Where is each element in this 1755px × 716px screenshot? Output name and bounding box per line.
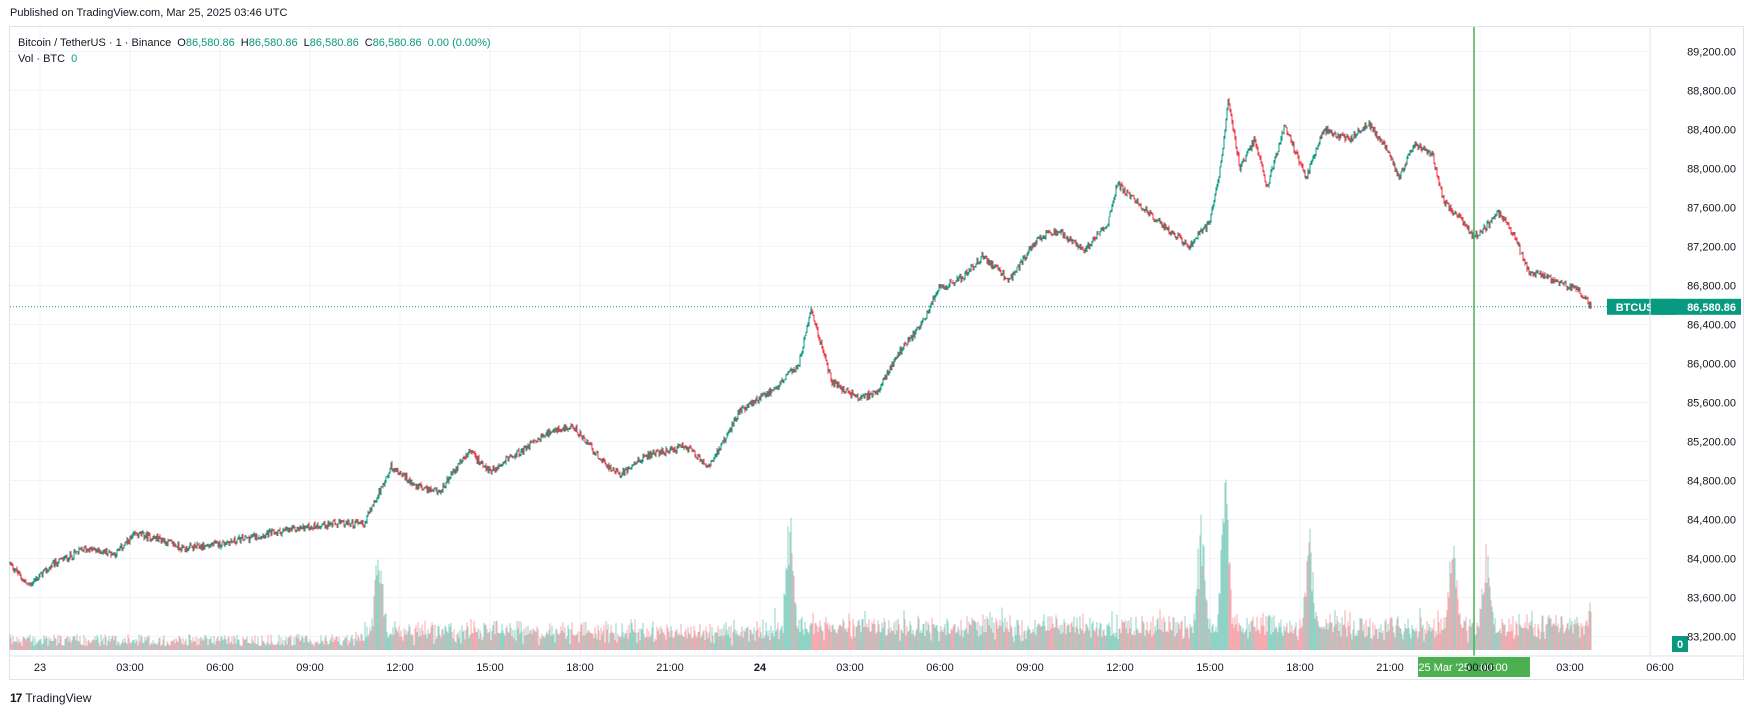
x-tick-label: 18:00 xyxy=(566,662,594,674)
y-tick-label: 84,400.00 xyxy=(1687,514,1736,526)
x-tick-label: 24 xyxy=(754,662,767,674)
y-tick-label: 85,200.00 xyxy=(1687,436,1736,448)
x-tick-label: 12:00 xyxy=(386,662,414,674)
legend-volume-value: 0 xyxy=(71,53,78,65)
legend-open-label: O xyxy=(177,37,186,49)
x-tick-label: 03:00 xyxy=(836,662,864,674)
y-tick-label: 84,000.00 xyxy=(1687,553,1736,565)
y-tick-label: 88,800.00 xyxy=(1687,85,1736,97)
legend-high-value: 86,580.86 xyxy=(248,37,298,49)
x-tick-label: 23 xyxy=(34,662,46,674)
crosshair-time-text: 00:00 xyxy=(1480,662,1508,674)
x-tick-label: 18:00 xyxy=(1286,662,1314,674)
y-tick-label: 86,800.00 xyxy=(1687,280,1736,292)
x-tick-label: 06:00 xyxy=(926,662,954,674)
y-tick-label: 83,600.00 xyxy=(1687,592,1736,604)
last-price-badge xyxy=(1651,298,1741,315)
y-tick-label: 83,200.00 xyxy=(1687,631,1736,643)
footer-brand[interactable]: 17 TradingView xyxy=(10,691,91,705)
y-tick-label: 86,400.00 xyxy=(1687,319,1736,331)
legend-open-value: 86,580.86 xyxy=(185,37,235,49)
x-tick-label: 06:00 xyxy=(206,662,234,674)
y-tick-label: 88,000.00 xyxy=(1687,163,1736,175)
legend-close-label: C xyxy=(364,37,373,49)
legend-change: 0.00 (0.00%) xyxy=(427,37,491,49)
legend-symbol: Bitcoin / TetherUS · 1 · Binance xyxy=(18,37,172,49)
chart-legend: Bitcoin / TetherUS · 1 · Binance O86,580.… xyxy=(18,35,491,67)
volume-bars xyxy=(9,479,1592,650)
volume-badge-text: 0 xyxy=(1677,639,1683,651)
chart-frame xyxy=(9,26,1744,680)
legend-ohlc-row: Bitcoin / TetherUS · 1 · Binance O86,580.… xyxy=(18,35,491,51)
y-tick-label: 88,400.00 xyxy=(1687,124,1736,136)
price-axis: 89,200.00 88,800.00 88,400.00 88,000.00 87,6… xyxy=(1649,27,1736,656)
crosshair-time-badge xyxy=(1418,657,1530,677)
legend-low-label: L xyxy=(303,37,310,49)
legend-volume-label: Vol · BTC xyxy=(18,53,66,65)
y-tick-label: 87,600.00 xyxy=(1687,202,1736,214)
legend-low-value: 86,580.86 xyxy=(309,37,359,49)
x-tick-label: 00:00 xyxy=(1466,662,1494,674)
legend-volume-row: Vol · BTC 0 xyxy=(18,51,491,67)
time-axis: 23 03:00 06:00 09:00 12:00 15:00 18:00 21:00 24 0… xyxy=(10,655,1743,674)
y-tick-label: 85,600.00 xyxy=(1687,397,1736,409)
x-tick-label: 06:00 xyxy=(1646,662,1674,674)
published-caption: Published on TradingView.com, Mar 25, 20… xyxy=(10,7,288,19)
legend-close-value: 86,580.86 xyxy=(372,37,422,49)
x-tick-label: 21:00 xyxy=(1376,662,1404,674)
volume-badge xyxy=(1672,636,1688,652)
x-tick-label: 09:00 xyxy=(296,662,324,674)
x-tick-label: 09:00 xyxy=(1016,662,1044,674)
legend-high-label: H xyxy=(240,37,249,49)
price-candles xyxy=(9,98,1592,588)
crosshair-date-text: 25 Mar '25 xyxy=(1418,662,1470,674)
x-tick-label: 21:00 xyxy=(656,662,684,674)
y-tick-label: 89,200.00 xyxy=(1687,46,1736,58)
grid-lines xyxy=(10,27,1650,656)
last-price-badge-text: 86,580.86 xyxy=(1687,302,1736,314)
x-tick-label: 15:00 xyxy=(1196,662,1224,674)
tradingview-logo-icon: 17 xyxy=(10,691,22,705)
x-tick-label: 03:00 xyxy=(116,662,144,674)
x-tick-label: 03:00 xyxy=(1556,662,1584,674)
y-tick-label: 87,200.00 xyxy=(1687,241,1736,253)
y-tick-label: 84,800.00 xyxy=(1687,475,1736,487)
y-tick-label: 86,000.00 xyxy=(1687,358,1736,370)
brand-name: TradingView xyxy=(25,691,92,705)
x-tick-label: 12:00 xyxy=(1106,662,1134,674)
x-tick-label: 15:00 xyxy=(476,662,504,674)
